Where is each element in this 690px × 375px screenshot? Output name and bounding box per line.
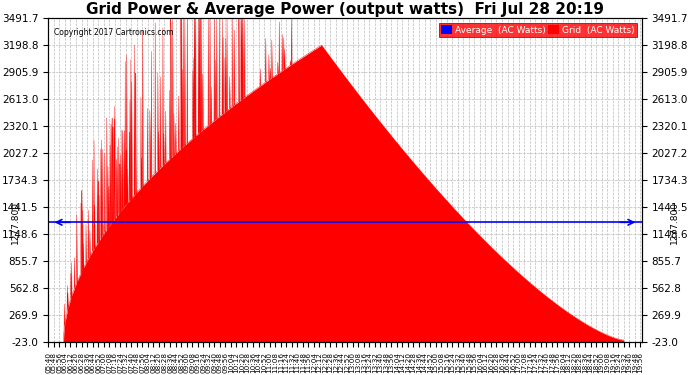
Text: 1277.800: 1277.800 [670, 201, 679, 244]
Legend: Average  (AC Watts), Grid  (AC Watts): Average (AC Watts), Grid (AC Watts) [439, 23, 637, 37]
Text: 1277.800: 1277.800 [11, 201, 20, 244]
Title: Grid Power & Average Power (output watts)  Fri Jul 28 20:19: Grid Power & Average Power (output watts… [86, 2, 604, 17]
Text: Copyright 2017 Cartronics.com: Copyright 2017 Cartronics.com [55, 28, 174, 37]
